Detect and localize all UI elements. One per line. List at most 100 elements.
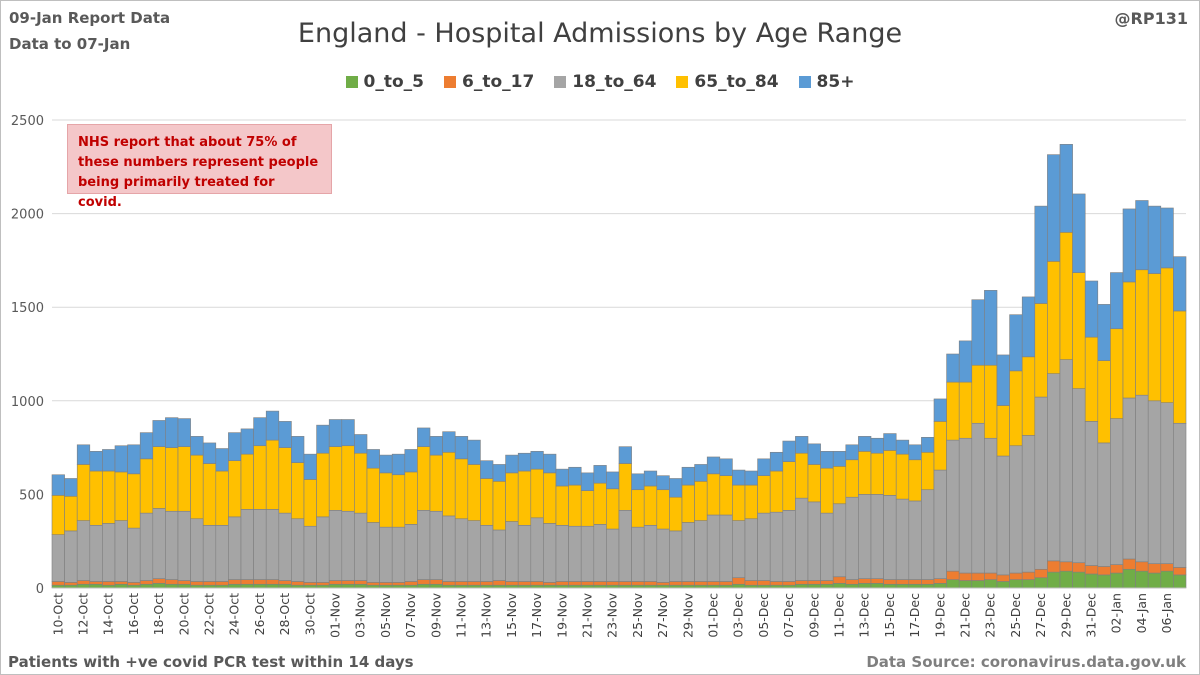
- bar-segment-18-to-64: [606, 528, 620, 582]
- bar-segment-6-to-17: [769, 581, 784, 586]
- bar-segment-18-to-64: [379, 526, 393, 583]
- bar-segment-18-to-64: [404, 524, 418, 582]
- bar-segment-18-to-64: [858, 494, 872, 579]
- bar-segment-0-to-5: [933, 583, 947, 589]
- bar-segment-65-to-84: [795, 452, 809, 499]
- bar-segment-85-: [996, 354, 1010, 406]
- x-tick-label: 12-Oct: [76, 593, 91, 635]
- bar-segment-65-to-84: [253, 445, 267, 510]
- bar-segment-18-to-64: [480, 524, 494, 582]
- bar-segment-65-to-84: [454, 458, 469, 520]
- bar-segment-85-: [492, 464, 506, 482]
- bar-segment-65-to-84: [1160, 267, 1174, 403]
- x-tick-label: 29-Dec: [1058, 593, 1073, 638]
- bar-segment-85-: [555, 468, 569, 487]
- bar-segment-6-to-17: [127, 582, 141, 586]
- bar-segment-18-to-64: [152, 508, 166, 579]
- x-tick-label: 15-Nov: [504, 592, 519, 637]
- bar-segment-6-to-17: [404, 581, 418, 586]
- x-tick-label: 13-Dec: [857, 593, 872, 638]
- bar-segment-6-to-17: [1135, 561, 1149, 572]
- data-date-label: Data to 07-Jan: [9, 35, 131, 53]
- bar-segment-0-to-5: [328, 583, 343, 589]
- bar-segment-0-to-5: [845, 583, 859, 589]
- bar-segment-6-to-17: [152, 578, 166, 584]
- x-tick-label: 07-Dec: [781, 593, 796, 638]
- bar-segment-18-to-64: [958, 437, 973, 574]
- bar-segment-65-to-84: [417, 446, 431, 511]
- bar-segment-85-: [971, 299, 985, 366]
- bar-segment-65-to-84: [177, 446, 191, 512]
- bar-segment-65-to-84: [215, 470, 229, 526]
- legend-item-18-to-64: 18_to_64: [554, 72, 656, 92]
- bar-segment-65-to-84: [1047, 261, 1061, 374]
- bar-segment-18-to-64: [354, 512, 368, 581]
- bar-segment-0-to-5: [1110, 572, 1124, 589]
- bar-segment-6-to-17: [984, 572, 998, 580]
- bar-segment-18-to-64: [744, 518, 758, 581]
- x-tick-label: 05-Nov: [378, 592, 393, 637]
- bar-segment-0-to-5: [858, 583, 872, 589]
- bar-segment-65-to-84: [757, 475, 771, 514]
- bar-segment-18-to-64: [971, 422, 985, 574]
- bar-segment-65-to-84: [883, 450, 897, 496]
- bar-segment-0-to-5: [895, 583, 910, 589]
- bar-segment-0-to-5: [820, 583, 834, 589]
- bar-segment-6-to-17: [1021, 571, 1036, 580]
- bar-segment-18-to-64: [366, 522, 380, 583]
- bar-segment-18-to-64: [933, 469, 947, 579]
- bar-segment-85-: [933, 398, 947, 422]
- bar-segment-6-to-17: [429, 579, 443, 585]
- bar-segment-6-to-17: [593, 581, 607, 586]
- bar-segment-85-: [883, 433, 897, 451]
- bar-segment-0-to-5: [76, 583, 91, 589]
- bar-segment-0-to-5: [253, 583, 267, 589]
- bar-segment-85-: [215, 448, 229, 472]
- bar-segment-6-to-17: [165, 579, 179, 585]
- bar-segment-85-: [832, 451, 847, 467]
- bar-segment-0-to-5: [1047, 571, 1061, 589]
- bar-segment-6-to-17: [1147, 563, 1162, 574]
- x-tick-label: 31-Dec: [1084, 593, 1099, 638]
- bar-segment-18-to-64: [1110, 418, 1124, 565]
- bar-segment-18-to-64: [417, 510, 431, 580]
- bar-segment-6-to-17: [996, 574, 1010, 582]
- bar-segment-0-to-5: [341, 583, 355, 589]
- bar-segment-85-: [568, 466, 582, 486]
- bar-segment-18-to-64: [51, 534, 65, 582]
- bar-segment-6-to-17: [240, 579, 254, 585]
- x-tick-label: 06-Jan: [1159, 593, 1174, 633]
- bar-segment-65-to-84: [845, 459, 859, 498]
- bar-segment-6-to-17: [832, 576, 847, 584]
- bar-segment-65-to-84: [354, 452, 368, 514]
- bar-segment-6-to-17: [820, 580, 834, 585]
- bar-segment-65-to-84: [429, 454, 443, 512]
- bar-segment-6-to-17: [228, 579, 242, 585]
- bar-segment-85-: [366, 449, 380, 469]
- bar-segment-6-to-17: [102, 581, 116, 586]
- bar-segment-18-to-64: [807, 501, 821, 581]
- bar-segment-65-to-84: [568, 484, 582, 527]
- footer-caption: Patients with +ve covid PCR test within …: [8, 653, 414, 671]
- bar-segment-65-to-84: [706, 473, 721, 516]
- bar-segment-18-to-64: [517, 524, 532, 582]
- bar-segment-18-to-64: [202, 524, 217, 582]
- bar-segment-6-to-17: [845, 579, 859, 585]
- bar-segment-0-to-5: [1021, 579, 1036, 589]
- bar-segment-6-to-17: [694, 581, 708, 586]
- bar-segment-6-to-17: [379, 582, 393, 586]
- bar-segment-85-: [530, 451, 544, 470]
- legend-swatch: [444, 76, 456, 88]
- bar-segment-65-to-84: [1173, 310, 1187, 424]
- bar-segment-18-to-64: [177, 510, 191, 581]
- bar-segment-0-to-5: [984, 579, 998, 589]
- bar-segment-6-to-17: [1097, 566, 1111, 576]
- bar-segment-65-to-84: [1122, 281, 1136, 399]
- bar-segment-18-to-64: [114, 520, 128, 582]
- bar-segment-18-to-64: [643, 524, 658, 582]
- bar-segment-85-: [1034, 205, 1048, 304]
- bar-segment-6-to-17: [467, 581, 481, 586]
- bar-segment-85-: [454, 436, 469, 460]
- bar-segment-6-to-17: [190, 581, 204, 586]
